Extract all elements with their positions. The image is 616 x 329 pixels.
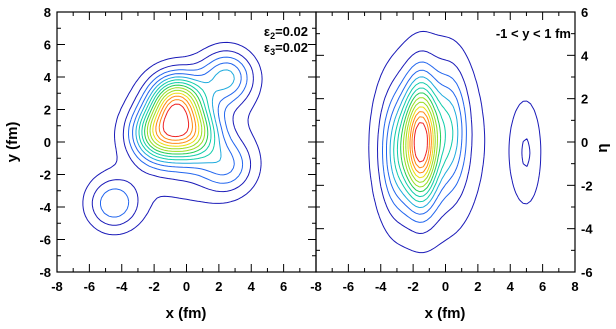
right-contour-level — [396, 87, 446, 198]
left-contour-level — [152, 92, 200, 147]
left-y-tick-label: 2 — [44, 103, 51, 118]
right-contour-level — [389, 76, 459, 209]
right-contour-level — [402, 97, 438, 188]
left-contour-level — [144, 84, 209, 155]
left-x-tick-label: -4 — [116, 279, 128, 294]
right-y-tick-label: -2 — [581, 178, 593, 193]
right-y-tick-label: 2 — [581, 92, 588, 107]
right-contour-level — [409, 111, 432, 174]
left-y-tick-label: 6 — [44, 38, 51, 53]
left-contours — [82, 41, 263, 236]
left-ticks: -8 -6 -4 -2 0 2 4 6 -8 -6 -4 -2 0 2 4 6 8 — [39, 5, 317, 294]
left-x-tick-label: -8 — [51, 279, 63, 294]
eps3-sub: 3 — [270, 47, 275, 57]
left-y-tick-label: -6 — [39, 233, 51, 248]
left-contour-level — [158, 99, 193, 141]
right-x-tick-label: -4 — [375, 279, 387, 294]
left-contour-level — [155, 95, 197, 144]
left-contour-level — [138, 79, 216, 161]
left-y-tick-label: -8 — [39, 265, 51, 280]
rapidity-window-annotation: -1 < y < 1 fm — [496, 26, 571, 41]
left-y-tick-label: -2 — [39, 168, 51, 183]
left-contour-level — [82, 41, 263, 236]
right-contour-level — [413, 122, 428, 163]
right-y-tick-label: -6 — [581, 265, 593, 280]
eps2-sub: 2 — [270, 31, 275, 41]
right-contour-level — [377, 50, 531, 234]
right-contour-level — [393, 82, 454, 203]
left-x-tick-label: -6 — [84, 279, 96, 294]
left-y-tick-label: 8 — [44, 5, 51, 20]
svg-text:ε2=0.02: ε2=0.02 — [264, 24, 308, 41]
left-y-tick-label: -4 — [39, 200, 51, 215]
right-contour-level — [400, 92, 442, 193]
right-x-tick-label: 8 — [571, 279, 578, 294]
right-x-tick-label: 0 — [442, 279, 449, 294]
right-y-tick-label: 6 — [581, 5, 588, 20]
eps3-symbol: ε — [264, 40, 270, 55]
right-x-tick-label: -2 — [407, 279, 419, 294]
right-contour-level — [368, 30, 542, 254]
right-contour-level — [405, 101, 436, 183]
right-contours — [368, 30, 542, 254]
right-x-tick-label: -6 — [343, 279, 355, 294]
right-contour-level — [386, 69, 463, 215]
left-x-tick-label: 4 — [248, 279, 256, 294]
right-y-tick-label: -4 — [581, 222, 593, 237]
left-contour-level — [146, 87, 206, 152]
left-x-axis-label: x (fm) — [166, 305, 207, 322]
right-x-tick-label: 6 — [539, 279, 546, 294]
eps3-value: =0.02 — [275, 40, 308, 55]
eccentricity-annotation: ε2=0.02 ε3=0.02 — [264, 24, 308, 57]
eps2-symbol: ε — [264, 24, 270, 39]
left-x-tick-label: -2 — [148, 279, 160, 294]
right-y-axis-label: η — [594, 143, 611, 152]
svg-text:ε3=0.02: ε3=0.02 — [264, 40, 308, 57]
left-y-axis-label: y (fm) — [4, 122, 21, 163]
eps2-value: =0.02 — [275, 24, 308, 39]
left-contour-level — [100, 56, 248, 218]
right-contour-level — [382, 61, 467, 223]
left-y-tick-label: 0 — [44, 135, 51, 150]
right-x-axis-label: x (fm) — [425, 305, 466, 322]
right-contour-level — [407, 106, 434, 179]
left-x-tick-label: 6 — [280, 279, 287, 294]
left-contour-level — [141, 82, 212, 158]
left-contour-level — [91, 50, 254, 226]
left-contour-level — [132, 62, 242, 176]
left-contour-level — [135, 69, 235, 164]
left-contour-level — [162, 103, 190, 138]
right-y-tick-label: 0 — [581, 135, 588, 150]
right-y-tick-label: 4 — [581, 48, 589, 63]
left-y-tick-label: 4 — [44, 70, 52, 85]
right-x-tick-label: 4 — [507, 279, 515, 294]
left-contour-level — [149, 89, 203, 150]
left-x-tick-label: 0 — [183, 279, 190, 294]
left-x-tick-label: 2 — [215, 279, 222, 294]
right-contour-level — [411, 116, 430, 169]
right-x-tick-label: 2 — [474, 279, 481, 294]
right-x-tick-label: -8 — [310, 279, 322, 294]
